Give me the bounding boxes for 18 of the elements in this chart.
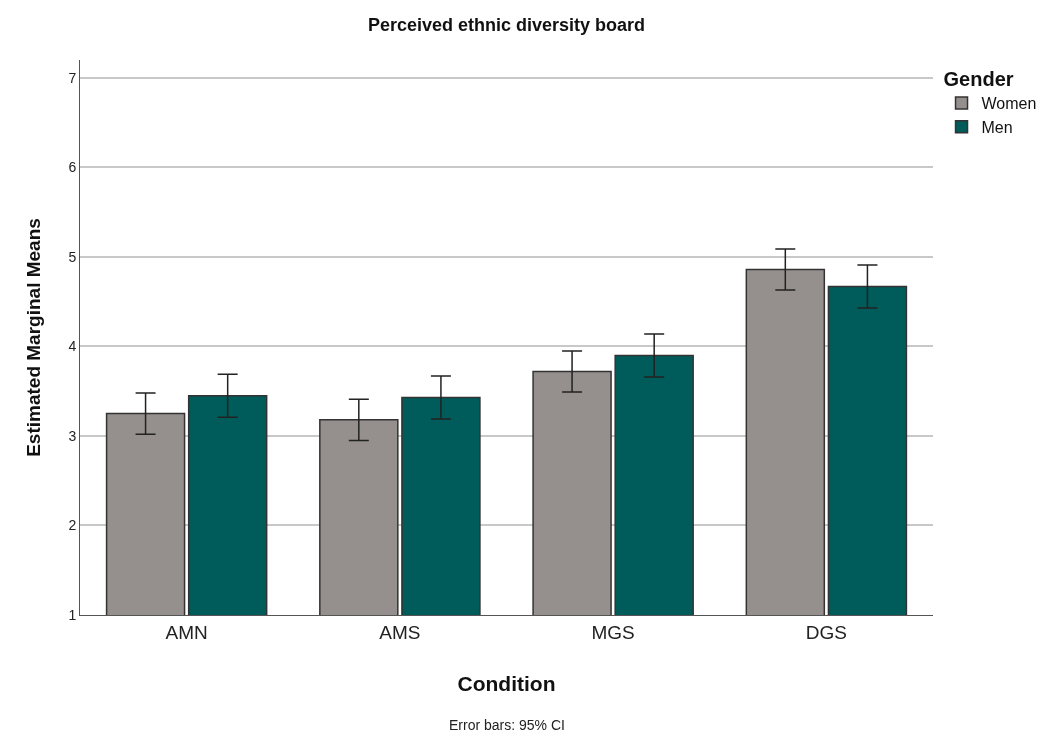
y-axis-title: Estimated Marginal Means <box>23 218 45 457</box>
y-tick-label: 6 <box>68 159 77 176</box>
x-tick-label: AMS <box>379 621 421 643</box>
y-tick-label: 2 <box>68 517 77 534</box>
legend-title: Gender <box>943 68 1014 90</box>
x-tick-label: MGS <box>591 621 635 643</box>
legend-label: Men <box>981 118 1013 136</box>
y-tick-label: 5 <box>68 248 77 265</box>
y-tick-label: 1 <box>68 606 77 623</box>
y-tick-label: 7 <box>68 69 77 86</box>
x-axis-title: Condition <box>457 672 556 695</box>
x-tick-label: DGS <box>805 621 847 643</box>
chart-title: Perceived ethnic diversity board <box>367 14 646 35</box>
x-tick-label: AMN <box>165 621 208 643</box>
y-tick-label: 3 <box>68 427 77 444</box>
text: Error bars: 95% CI <box>449 717 565 733</box>
y-tick-label: 4 <box>68 338 77 355</box>
legend-label: Women <box>981 95 1037 113</box>
